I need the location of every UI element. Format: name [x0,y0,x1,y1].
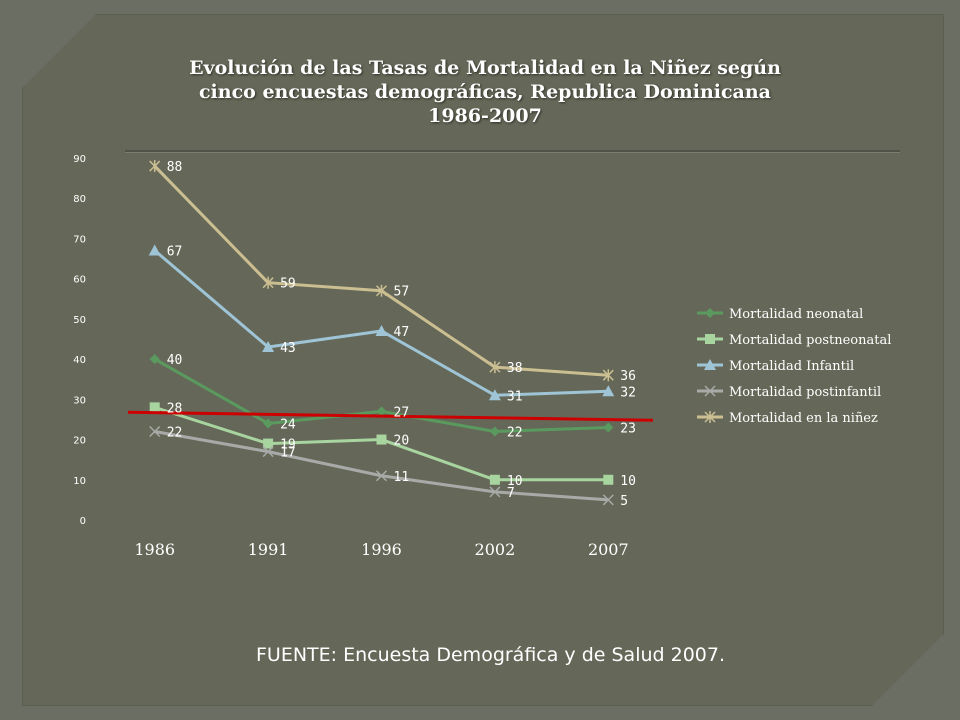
legend-marker [704,385,716,397]
y-tick-label: 90 [73,154,86,165]
legend-marker [705,308,715,318]
data-label: 17 [280,446,296,461]
title-line-2: cinco encuestas demográficas, Republica … [198,81,771,103]
data-point [263,418,274,429]
series-line [153,164,609,377]
data-point [488,389,501,401]
data-point [602,494,614,506]
data-label: 40 [167,353,183,368]
data-point [148,244,161,256]
data-point [375,324,388,336]
x-tick-label: 1986 [134,540,175,559]
y-tick-label: 10 [73,476,86,487]
data-label: 5 [620,494,628,509]
chart-title: Evolución de las Tasas de Mortalidad en … [120,56,850,128]
source-note: FUENTE: Encuesta Demográfica y de Salud … [256,644,726,666]
data-point [149,354,160,365]
y-tick-label: 0 [80,516,86,527]
y-tick-label: 60 [73,275,86,286]
data-label: 36 [620,369,636,384]
legend-entry: Mortalidad Infantil [729,359,854,374]
data-label: 43 [280,341,296,356]
data-point [375,284,388,297]
legend-entry: Mortalidad en la niñez [729,411,878,426]
data-label: 32 [620,385,636,400]
data-label: 57 [394,285,410,300]
data-point [149,160,161,173]
y-tick-label: 30 [73,395,86,406]
data-point [602,385,615,397]
data-point [376,434,387,445]
data-label: 27 [394,405,410,420]
y-tick-label: 50 [73,315,86,326]
data-label: 59 [280,277,296,292]
x-tick-label: 2007 [588,540,629,559]
data-point [489,474,500,485]
data-label: 10 [507,474,523,489]
data-point [489,486,501,498]
data-label: 24 [280,417,296,432]
reference-line [127,410,654,422]
legend-marker [705,334,715,344]
legend-marker [704,359,716,370]
data-label: 7 [507,486,515,501]
data-point [263,438,274,449]
data-label: 47 [394,325,410,340]
data-label: 38 [507,361,523,376]
data-point [375,470,388,482]
data-label: 19 [280,438,296,453]
data-label: 20 [394,434,410,449]
data-label: 23 [620,421,636,436]
data-label: 22 [507,426,523,441]
data-point [603,474,614,485]
data-point [262,341,275,353]
data-label: 28 [167,401,183,416]
x-tick-label: 2002 [475,540,516,559]
y-tick-label: 80 [73,194,86,205]
data-label: 67 [167,245,183,260]
data-point [489,361,501,374]
title-line-3: 1986-2007 [428,105,542,127]
data-point [262,446,274,458]
legend-entry: Mortalidad neonatal [729,307,863,322]
legend-marker [704,411,716,423]
data-point [603,422,614,433]
series-line [153,249,609,397]
title-divider [125,150,900,153]
legend-entry: Mortalidad postinfantil [729,385,881,400]
data-label: 10 [620,474,636,489]
x-tick-label: 1991 [248,540,289,559]
y-tick-label: 40 [73,355,86,366]
data-label: 22 [167,426,183,441]
data-point [602,369,614,382]
data-label: 88 [167,160,183,175]
data-point [149,425,161,438]
data-label: 11 [394,470,410,485]
data-point [149,402,160,413]
y-tick-label: 20 [73,436,86,447]
legend-entry: Mortalidad postneonatal [729,333,891,348]
data-point [489,426,500,437]
data-label: 31 [507,389,523,404]
y-tick-label: 70 [73,234,86,245]
data-point [376,406,387,417]
data-point [262,276,274,289]
x-tick-label: 1996 [361,540,402,559]
title-line-1: Evolución de las Tasas de Mortalidad en … [189,57,781,79]
